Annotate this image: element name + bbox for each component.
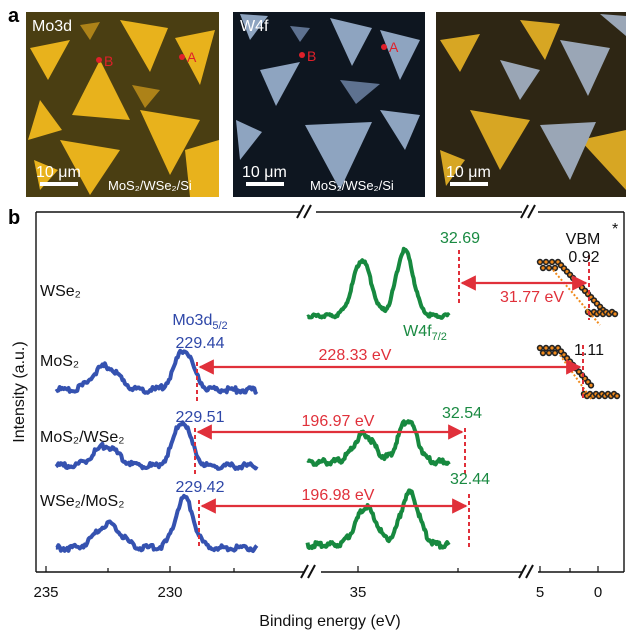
delta-mos2: 228.33 eV [319,347,392,364]
panel-b-letter: b [8,207,20,229]
w4f-map [233,12,425,197]
w4f-label: W4f [240,18,269,35]
scale-label: 10 μm [242,164,287,181]
point-b-marker [299,52,305,58]
vbm-label: VBM [566,231,601,248]
x-axis-title: Binding energy (eV) [259,613,400,630]
x-tick-label: 35 [350,584,367,601]
plot-frame [35,211,625,573]
row-label-wse2-mos2: WSe₂/MoS₂ [40,493,124,510]
scale-bar [450,182,488,186]
tick-marks [45,566,599,572]
point-b-label: B [307,48,316,64]
x-tick-label: 5 [536,584,544,601]
peak-position-lines [194,250,590,548]
scale-label: 10 μm [446,164,491,181]
scale-label: 10 μm [36,164,81,181]
overlay-map [436,12,626,197]
mo3d-label: Mo3d [32,18,72,35]
spectrum-mw-mo3d [54,420,259,471]
delta-wm: 196.98 eV [302,487,375,504]
point-b-marker [96,57,102,63]
point-a-label: A [389,39,399,55]
scale-bar [246,182,284,186]
peak-value-mw-mo3d: 229.51 [176,409,225,426]
row-label-mos2: MoS₂ [40,353,79,370]
peak-value-mos2-mo3d: 229.44 [176,335,225,352]
panel-a-letter: a [8,5,20,27]
x-tick-label: 235 [33,584,58,601]
vbm-value-mos2: 1.11 [574,342,604,359]
spectrum-wm-mo3d [55,493,259,553]
substrate-label: MoS₂/WSe₂/Si [108,178,192,193]
w4f-peak-label: W4f7/2 [403,323,447,343]
spectrum-mos2-mo3d [54,348,259,395]
scale-bar [40,182,78,186]
mo3d-peak-label: Mo3d5/2 [172,312,227,332]
x-tick-label: 0 [594,584,602,601]
delta-wse2: 31.77 eV [500,289,564,306]
peak-value-mw-w4f: 32.54 [442,405,482,422]
point-b-label: B [104,53,113,69]
y-axis-title: Intensity (a.u.) [11,341,28,442]
spectrum-wm-w4f [305,488,451,550]
substrate-label: MoS₂/WSe₂/Si [310,178,394,193]
w4f-label-main: W4f [403,323,432,340]
spectrum-wse2-w4f [306,246,451,320]
mo3d-label-main: Mo3d [172,312,212,329]
vbm-spectrum-wse2 [536,258,619,318]
peak-value-wm-mo3d: 229.42 [176,479,225,496]
delta-mw: 196.97 eV [302,413,375,430]
w4f-label-sub: 7/2 [432,331,447,343]
peak-value-wse2-w4f: 32.69 [440,230,480,247]
point-a-marker [179,54,185,60]
peak-value-wm-w4f: 32.44 [450,471,490,488]
vbm-value-wse2: 0.92 [568,249,599,266]
row-label-wse2: WSe₂ [40,283,81,300]
axis-break-marks [296,204,536,579]
mo3d-label-sub: 5/2 [212,320,227,332]
spectrum-mw-w4f [306,419,451,467]
mo3d-map [26,12,219,197]
vbm-star: * [612,221,618,238]
point-a-marker [381,44,387,50]
point-a-label: A [187,49,197,65]
row-label-mos2-wse2: MoS₂/WSe₂ [40,429,124,446]
x-tick-label: 230 [157,584,182,601]
energy-difference-arrows [196,275,588,514]
